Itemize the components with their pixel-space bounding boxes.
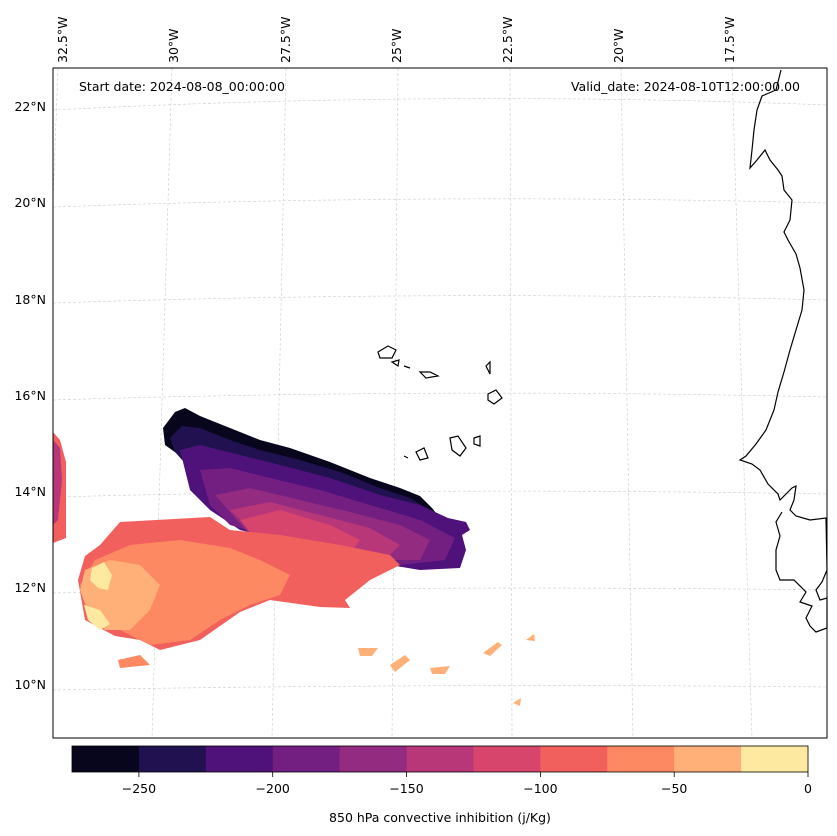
- colorbar-swatch: [205, 746, 274, 772]
- cin-spot-g: [513, 698, 521, 706]
- lat-label: 14°N: [14, 484, 46, 499]
- colorbar-swatch: [674, 746, 742, 772]
- colorbar-tick-labels: −250 −200 −150 −100 −50 0: [122, 781, 812, 796]
- cin-spot-d: [430, 666, 450, 674]
- colorbar-frame: [71, 745, 809, 773]
- colorbar-tick-label: −250: [122, 781, 156, 796]
- colorbar-tick-label: −200: [256, 781, 290, 796]
- colorbar-tick-label: −100: [523, 781, 557, 796]
- coastlines: [377, 69, 828, 633]
- colorbar-swatch: [72, 746, 140, 772]
- africa-coastline: [738, 69, 828, 633]
- lon-labels: 32.5°W 30°W 27.5°W 25°W 22.5°W 20°W 17.5…: [55, 17, 737, 63]
- lon-label: 22.5°W: [500, 17, 515, 63]
- lon-label: 32.5°W: [55, 17, 70, 63]
- lat-label: 16°N: [14, 388, 46, 403]
- cin-spot-e: [483, 642, 502, 656]
- lat-label: 12°N: [14, 580, 46, 595]
- colorbar-swatch: [473, 746, 541, 772]
- colorbar: −250 −200 −150 −100 −50 0 850 hPa convec…: [71, 745, 812, 825]
- colorbar-swatch: [741, 746, 809, 772]
- cape-verde-islands: [377, 345, 503, 461]
- valid-date-label: Valid_date: 2024-08-10T12:00:00.00: [571, 79, 800, 94]
- lat-label: 10°N: [14, 677, 46, 692]
- colorbar-tick-label: 0: [804, 781, 812, 796]
- colorbar-swatch: [339, 746, 408, 772]
- cin-south-pale: [90, 562, 112, 590]
- lon-label: 17.5°W: [722, 17, 737, 63]
- lon-label: 20°W: [611, 28, 626, 63]
- lat-label: 20°N: [14, 195, 46, 210]
- cin-spot-b: [358, 648, 378, 656]
- colorbar-swatch: [138, 746, 207, 772]
- gridlines: [52, 67, 828, 739]
- lon-label: 25°W: [389, 28, 404, 63]
- colorbar-swatch: [540, 746, 608, 772]
- cin-spot-a: [118, 655, 150, 668]
- map-frame: [52, 67, 828, 739]
- cin-contours: [53, 408, 535, 706]
- cin-spot-c: [390, 655, 410, 672]
- start-date-label: Start date: 2024-08-08_00:00:00: [79, 79, 285, 94]
- colorbar-swatch: [607, 746, 675, 772]
- lat-label: 18°N: [14, 292, 46, 307]
- cin-south-pale2: [84, 605, 110, 630]
- lat-label: 22°N: [14, 99, 46, 114]
- colorbar-tick-label: −150: [389, 781, 423, 796]
- colorbar-swatch: [272, 746, 341, 772]
- lat-labels: 22°N 20°N 18°N 16°N 14°N 12°N 10°N: [14, 99, 46, 692]
- cin-west-edge-inner: [53, 440, 62, 525]
- lon-label: 27.5°W: [278, 17, 293, 63]
- colorbar-swatch: [406, 746, 474, 772]
- colorbar-ticks: [138, 772, 809, 777]
- lon-label: 30°W: [166, 28, 181, 63]
- cin-spot-f: [526, 634, 535, 641]
- colorbar-tick-label: −50: [661, 781, 687, 796]
- colorbar-label: 850 hPa convective inhibition (j/Kg): [329, 810, 551, 825]
